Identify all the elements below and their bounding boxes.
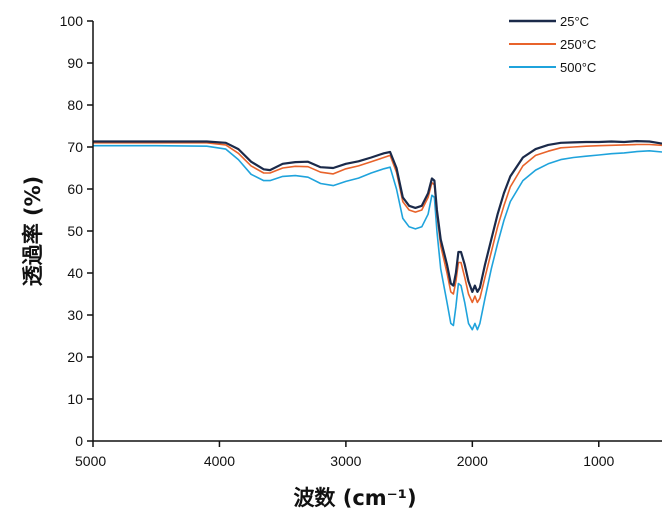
y-axis-title: 透過率 (%) — [21, 176, 45, 287]
y-ticks: 0 10 20 30 40 50 60 70 80 90 100 — [60, 13, 93, 449]
y-tick-label: 100 — [60, 13, 84, 29]
y-tick-label: 90 — [67, 55, 83, 71]
plot-area — [93, 140, 662, 331]
legend-label: 25°C — [560, 14, 589, 29]
x-tick-label: 5000 — [75, 453, 106, 469]
x-tick-label: 3000 — [330, 453, 361, 469]
y-tick-label: 20 — [67, 349, 83, 365]
series-line-500c — [93, 144, 662, 331]
x-ticks: 5000 4000 3000 2000 1000 — [75, 441, 615, 469]
axes — [92, 21, 662, 442]
x-tick-label: 2000 — [457, 453, 488, 469]
legend: 25°C 250°C 500°C — [509, 14, 596, 75]
y-tick-label: 60 — [67, 181, 83, 197]
y-tick-label: 30 — [67, 307, 83, 323]
y-tick-label: 0 — [75, 433, 83, 449]
y-tick-label: 10 — [67, 391, 83, 407]
x-axis-title: 波数 (cm⁻¹) — [293, 486, 416, 510]
series-line-250c — [93, 142, 662, 304]
y-tick-label: 80 — [67, 97, 83, 113]
y-tick-label: 50 — [67, 223, 83, 239]
y-tick-label: 40 — [67, 265, 83, 281]
legend-label: 500°C — [560, 60, 596, 75]
x-tick-label: 4000 — [204, 453, 235, 469]
legend-label: 250°C — [560, 37, 596, 52]
series-line-25c — [93, 140, 662, 293]
y-tick-label: 70 — [67, 139, 83, 155]
x-tick-label: 1000 — [583, 453, 614, 469]
